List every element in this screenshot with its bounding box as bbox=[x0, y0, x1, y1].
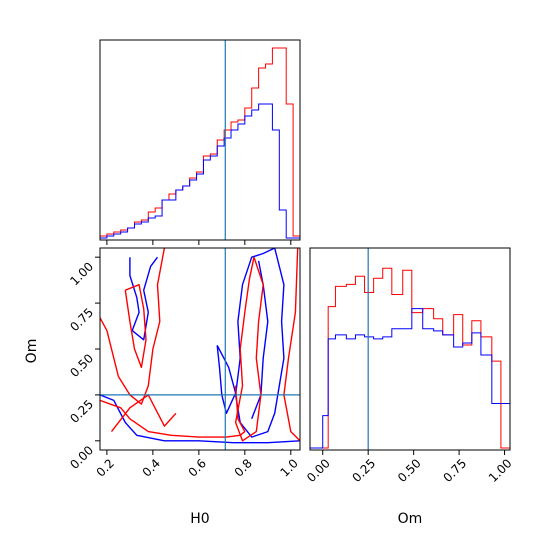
contour-ytick-label: 0.00 bbox=[67, 443, 96, 472]
contour-xtick-label: 0.6 bbox=[186, 456, 209, 479]
hist-om-series-red bbox=[309, 267, 511, 450]
hist-om-xtick-label: 0.75 bbox=[440, 456, 469, 485]
hist-om-xtick-label: 0.50 bbox=[395, 456, 424, 485]
contour-blue-outer bbox=[100, 394, 300, 444]
hist-om-xtick-label: 0.00 bbox=[304, 456, 333, 485]
contour-red-outer bbox=[100, 248, 166, 405]
contour-ytick-label: 0.50 bbox=[67, 351, 96, 380]
x-axis-label-om: Om bbox=[398, 511, 423, 527]
histogram-panel-om: 0.00 0.25 0.50 0.75 1.00 bbox=[304, 247, 515, 485]
contour-ytick-label: 0.25 bbox=[67, 397, 96, 426]
contour-xtick-label: 0.2 bbox=[94, 456, 117, 479]
hist-h0-series-blue bbox=[99, 103, 301, 240]
contour-blue-inner bbox=[129, 256, 159, 341]
x-axis-label-h0: H0 bbox=[190, 511, 209, 527]
contour-lines bbox=[100, 248, 300, 444]
contour-panel-h0-om: 0.2 0.4 0.6 0.8 1.0 0.00 0.25 0.50 0.75 1.00 bbox=[67, 247, 301, 480]
contour-ytick-label: 1.00 bbox=[67, 259, 96, 288]
hist-om-xtick-label: 0.25 bbox=[350, 456, 379, 485]
hist-h0-frame bbox=[99, 39, 301, 241]
hist-h0-series-red bbox=[99, 47, 301, 240]
histogram-panel-h0 bbox=[99, 39, 301, 245]
contour-xtick-label: 0.8 bbox=[232, 456, 255, 479]
contour-red-inner bbox=[124, 284, 147, 369]
contour-red-inner bbox=[234, 256, 264, 442]
hist-om-series-blue bbox=[309, 308, 511, 450]
contour-blue-outer bbox=[234, 248, 285, 438]
contour-ytick-label: 0.75 bbox=[67, 305, 96, 334]
contour-xtick-label: 1.0 bbox=[278, 456, 301, 479]
contour-red-outer bbox=[100, 385, 246, 438]
contour-blue-inner bbox=[216, 344, 237, 414]
contour-xtick-label: 0.4 bbox=[140, 456, 163, 479]
contour-red-outer bbox=[283, 248, 300, 442]
hist-om-xtick-label: 1.00 bbox=[486, 456, 515, 485]
hist-om-frame bbox=[309, 247, 511, 451]
y-axis-label-om: Om bbox=[24, 339, 40, 364]
